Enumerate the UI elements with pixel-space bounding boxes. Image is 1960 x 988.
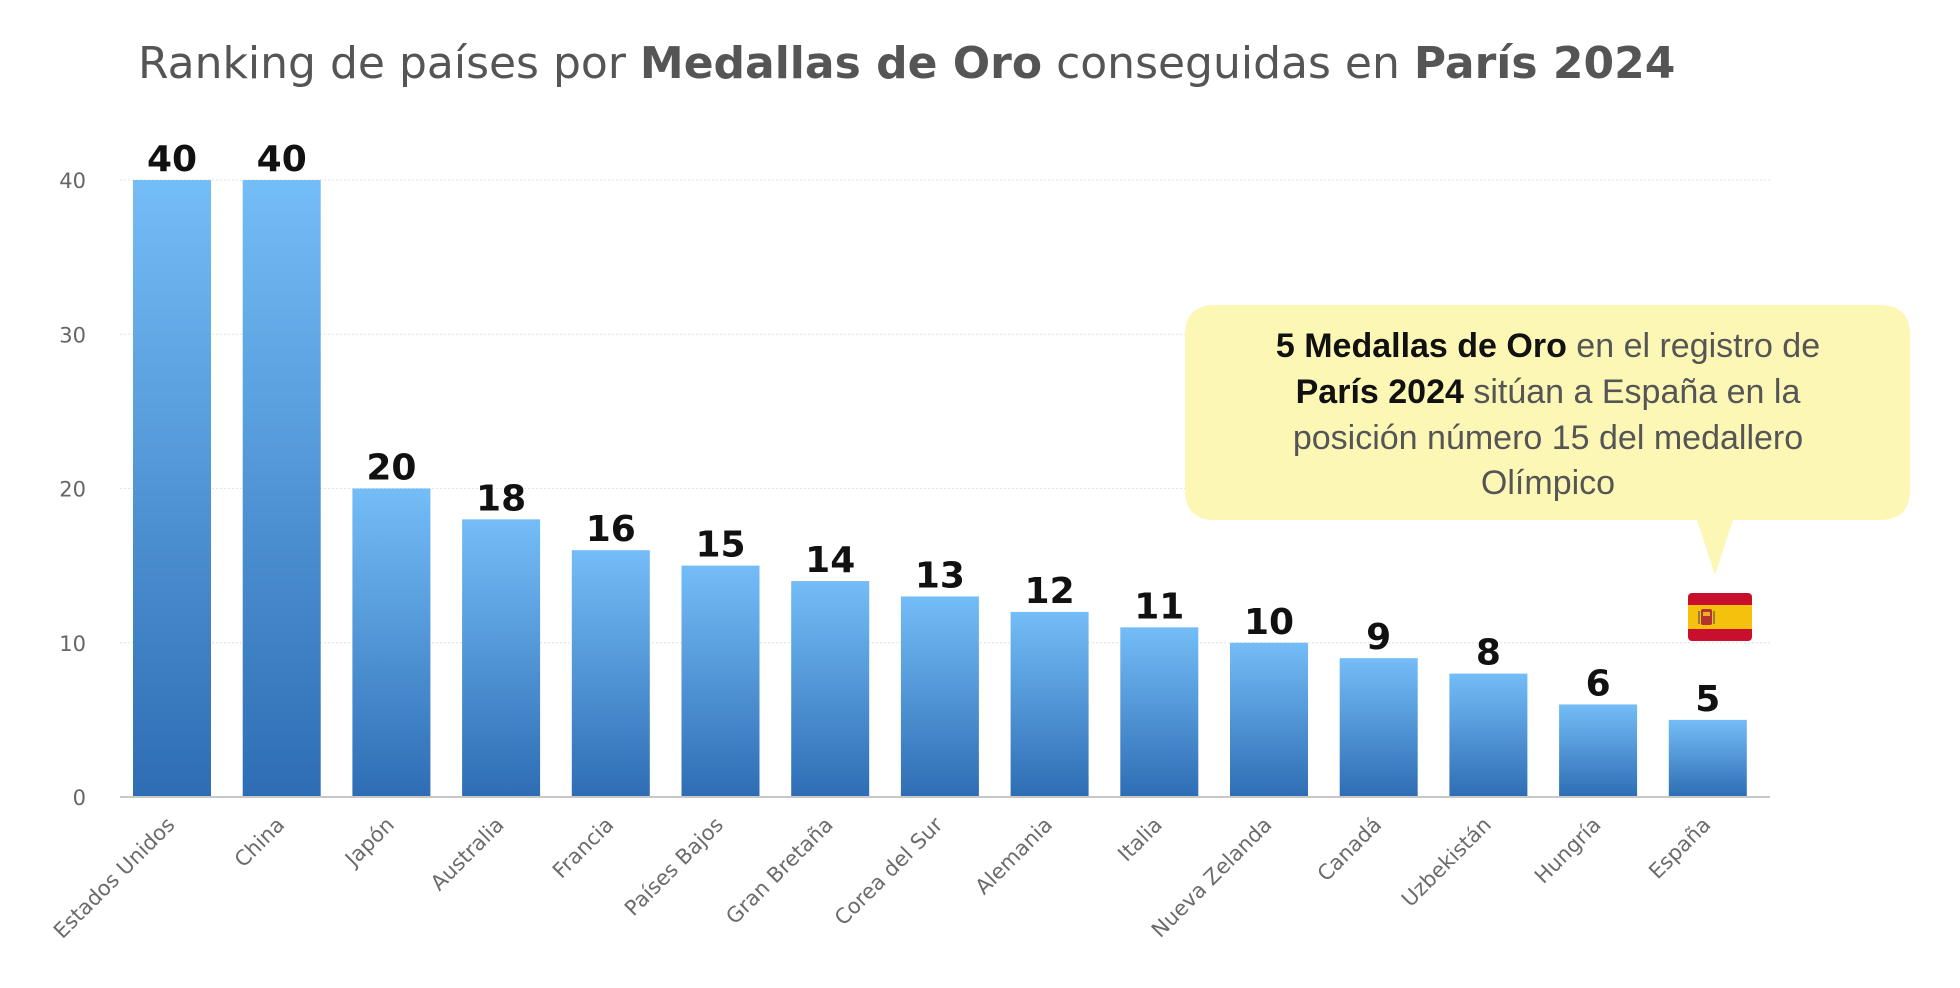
category-label: Países Bajos [620, 813, 728, 921]
y-axis-ticks: 0 10 20 30 40 [59, 169, 86, 810]
y-tick-label: 30 [59, 323, 86, 347]
bars [133, 180, 1747, 797]
spain-callout: 5 Medallas de Oro en el registro de Parí… [1185, 305, 1910, 575]
title-part-1: Ranking de países por [138, 38, 640, 89]
category-label: Italia [1113, 813, 1167, 867]
y-tick-label: 0 [73, 786, 86, 810]
value-label: 10 [1244, 602, 1294, 643]
category-label: Nueva Zelanda [1147, 813, 1277, 943]
bar-estados-unidos [133, 180, 211, 797]
bar-china [242, 180, 321, 797]
category-label: España [1644, 813, 1715, 884]
callout-bubble [1185, 305, 1910, 575]
category-label: Uzbekistán [1397, 813, 1496, 912]
bar-gran-bretaña [791, 581, 870, 797]
category-label: Canadá [1313, 813, 1386, 886]
title-part-2: Medallas de Oro [640, 38, 1042, 89]
value-label: 40 [147, 139, 197, 180]
category-label: Alemania [971, 813, 1058, 900]
chart-title: Ranking de países por Medallas de Oro co… [138, 38, 1675, 89]
value-label: 5 [1695, 679, 1720, 720]
y-tick-label: 40 [59, 169, 86, 193]
bar-hungría [1559, 704, 1638, 797]
spain-flag-icon [1688, 593, 1752, 641]
value-label: 9 [1366, 617, 1391, 658]
callout-line-1: 5 Medallas de Oro en el registro de [1276, 327, 1820, 365]
title-part-3: conseguidas en [1042, 38, 1414, 89]
value-label: 13 [915, 555, 965, 596]
value-labels: 40 40 20 18 16 15 14 13 12 11 10 9 8 6 5 [147, 139, 1720, 720]
callout-line-3: posición número 15 del medallero [1293, 419, 1803, 457]
value-label: 18 [476, 478, 526, 519]
category-label: Corea del Sur [830, 812, 948, 930]
bar-australia [462, 519, 541, 797]
category-label: Gran Bretaña [721, 813, 837, 929]
y-tick-label: 10 [59, 632, 86, 656]
value-label: 40 [257, 139, 307, 180]
category-label: Japón [339, 813, 399, 873]
bar-francia [571, 550, 650, 797]
category-label: Australia [426, 813, 509, 896]
bar-japón [352, 488, 431, 797]
bar-alemania [1010, 611, 1089, 797]
value-label: 6 [1586, 663, 1611, 704]
bar-nueva-zelanda [1230, 642, 1308, 797]
value-label: 15 [695, 525, 745, 566]
callout-line-4: Olímpico [1481, 464, 1615, 502]
category-labels: Estados Unidos China Japón Australia Francia… [49, 812, 1715, 943]
value-label: 12 [1025, 571, 1075, 612]
bar-españa [1668, 719, 1747, 797]
category-label: Hungría [1530, 813, 1606, 889]
bar-canadá [1339, 658, 1418, 797]
title-part-4: París 2024 [1414, 38, 1676, 89]
bar-italia [1120, 627, 1199, 797]
callout-line-2: París 2024 sitúan a España en la [1296, 373, 1801, 411]
bar-uzbekistán [1449, 673, 1528, 797]
value-label: 14 [805, 540, 855, 581]
bar-corea-del-sur [900, 596, 979, 797]
category-label: Estados Unidos [49, 813, 180, 944]
value-label: 11 [1134, 586, 1184, 627]
value-label: 8 [1476, 633, 1501, 674]
category-label: Francia [548, 813, 618, 883]
category-label: China [230, 813, 289, 872]
value-label: 16 [586, 509, 636, 550]
y-tick-label: 20 [59, 478, 86, 502]
bar-países-bajos [681, 565, 760, 797]
value-label: 20 [366, 448, 416, 489]
